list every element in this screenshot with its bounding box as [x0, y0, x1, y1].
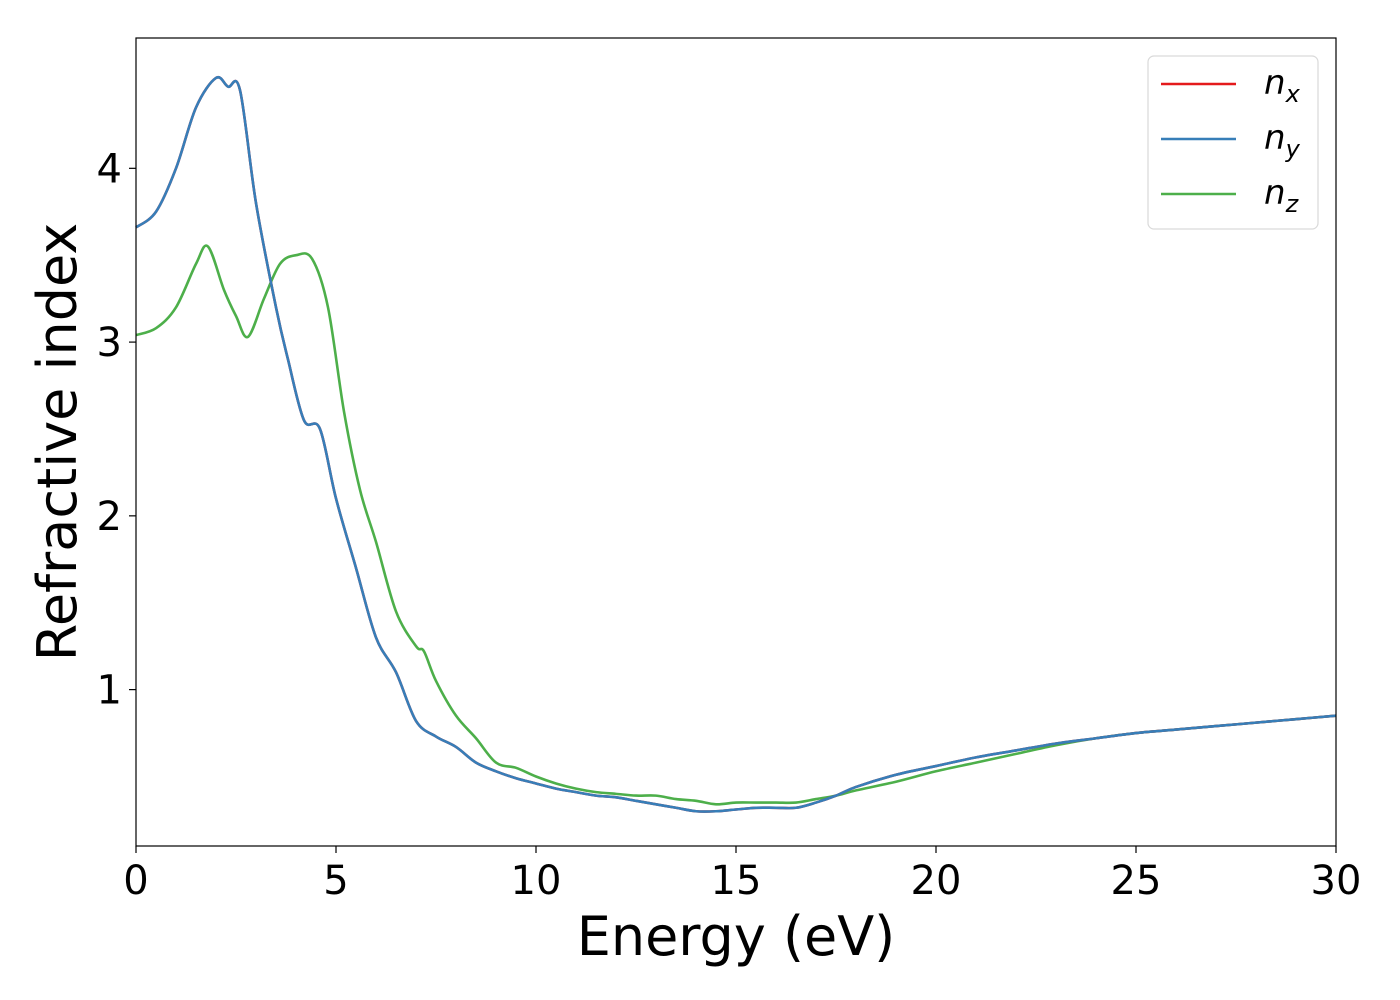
- y-tick-label: 1: [97, 668, 122, 714]
- y-tick-label: 4: [97, 146, 122, 192]
- y-axis-label: Refractive index: [26, 223, 89, 662]
- x-tick-label: 20: [911, 858, 962, 904]
- x-axis-label: Energy (eV): [577, 905, 896, 968]
- plot-area-background: [136, 38, 1336, 846]
- y-tick-label: 2: [97, 494, 122, 540]
- x-tick-label: 10: [511, 858, 562, 904]
- legend-label-ny: ny: [1264, 118, 1301, 163]
- legend: nx ny nz: [1147, 55, 1319, 230]
- series-line-nz: [135, 244, 1337, 806]
- x-tick-label: 25: [1111, 858, 1162, 904]
- legend-frame: [1147, 55, 1319, 230]
- y-axis-ticks: 1 2 3 4: [97, 146, 136, 714]
- legend-label-nx: nx: [1264, 63, 1301, 108]
- series-line-ny: [135, 75, 1337, 813]
- x-tick-label: 30: [1311, 858, 1362, 904]
- series-layer: [135, 75, 1337, 813]
- y-tick-label: 3: [97, 320, 122, 366]
- x-tick-label: 5: [323, 858, 348, 904]
- x-tick-label: 15: [711, 858, 762, 904]
- x-axis-ticks: 0 5 10 15 20 25 30: [123, 846, 1361, 904]
- legend-label-nz: nz: [1264, 173, 1300, 218]
- x-tick-label: 0: [123, 858, 148, 904]
